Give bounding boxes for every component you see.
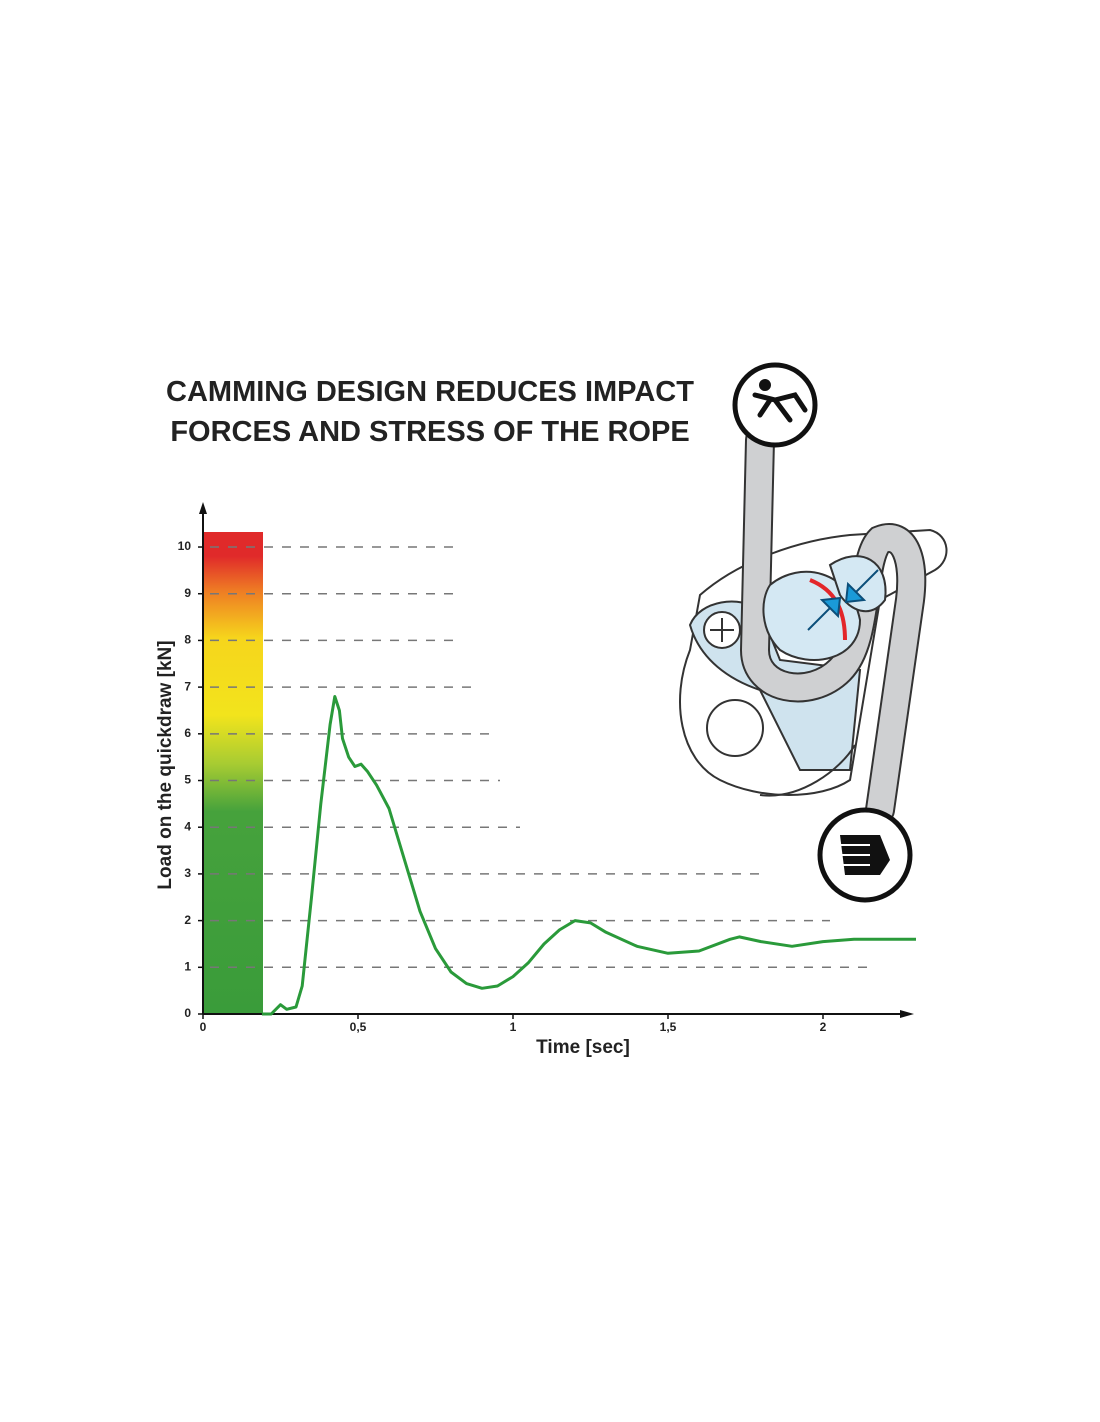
chart-title: CAMMING DESIGN REDUCES IMPACT FORCES AND… (166, 376, 694, 448)
load-curve (261, 695, 916, 1016)
y-tick-label: 5 (184, 773, 191, 787)
y-tick-label: 10 (178, 539, 192, 553)
risk-scale (203, 532, 263, 1014)
x-tick-label: 1 (510, 1020, 517, 1034)
y-tick-label: 8 (184, 633, 191, 647)
y-tick-label: 1 (184, 959, 191, 973)
x-tick-label: 0 (200, 1020, 207, 1034)
y-tick-label: 7 (184, 679, 191, 693)
y-tick-label: 4 (184, 819, 191, 833)
x-axis-arrow (900, 1010, 914, 1018)
y-tick-label: 3 (184, 866, 191, 880)
x-tick-label: 0,5 (350, 1020, 367, 1034)
y-axis-arrow (199, 502, 207, 514)
y-tick-label: 6 (184, 726, 191, 740)
y-axis-title: Load on the quickdraw [kN] (155, 640, 176, 889)
y-tick-label: 2 (184, 913, 191, 927)
device-illustration (679, 362, 948, 903)
y-tick-label: 0 (184, 1006, 191, 1020)
x-tick-label: 2 (820, 1020, 827, 1034)
x-tick-label: 1,5 (660, 1020, 677, 1034)
x-axis-title: Time [sec] (536, 1037, 630, 1058)
y-tick-label: 9 (184, 586, 191, 600)
